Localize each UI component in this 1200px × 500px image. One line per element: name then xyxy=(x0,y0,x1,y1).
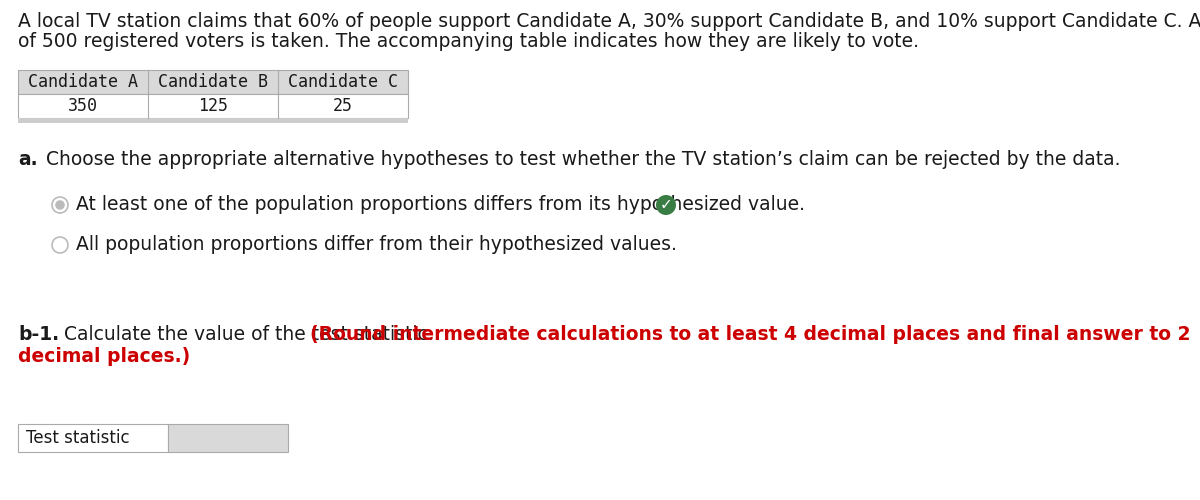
Circle shape xyxy=(52,197,68,213)
Text: All population proportions differ from their hypothesized values.: All population proportions differ from t… xyxy=(76,236,677,255)
FancyBboxPatch shape xyxy=(18,94,408,118)
Text: Candidate B: Candidate B xyxy=(158,73,268,91)
Circle shape xyxy=(52,237,68,253)
FancyBboxPatch shape xyxy=(18,424,168,452)
Text: 125: 125 xyxy=(198,97,228,115)
Circle shape xyxy=(656,195,676,215)
Text: 25: 25 xyxy=(334,97,353,115)
Text: Candidate C: Candidate C xyxy=(288,73,398,91)
Text: Candidate A: Candidate A xyxy=(28,73,138,91)
Text: b-1.: b-1. xyxy=(18,325,59,344)
Text: At least one of the population proportions differs from its hypothesized value.: At least one of the population proportio… xyxy=(76,196,805,214)
Circle shape xyxy=(55,200,65,210)
Text: Calculate the value of the test statistic.: Calculate the value of the test statisti… xyxy=(58,325,439,344)
Text: decimal places.): decimal places.) xyxy=(18,347,191,366)
Text: a.: a. xyxy=(18,150,37,169)
Text: Test statistic: Test statistic xyxy=(26,429,130,447)
Text: 350: 350 xyxy=(68,97,98,115)
Text: (Round intermediate calculations to at least 4 decimal places and final answer t: (Round intermediate calculations to at l… xyxy=(310,325,1190,344)
FancyBboxPatch shape xyxy=(168,424,288,452)
Text: of 500 registered voters is taken. The accompanying table indicates how they are: of 500 registered voters is taken. The a… xyxy=(18,32,919,51)
Text: A local TV station claims that 60% of people support Candidate A, 30% support Ca: A local TV station claims that 60% of pe… xyxy=(18,12,1200,31)
FancyBboxPatch shape xyxy=(18,70,408,94)
FancyBboxPatch shape xyxy=(18,118,408,123)
Text: Choose the appropriate alternative hypotheses to test whether the TV station’s c: Choose the appropriate alternative hypot… xyxy=(40,150,1121,169)
Text: ✓: ✓ xyxy=(660,198,672,212)
